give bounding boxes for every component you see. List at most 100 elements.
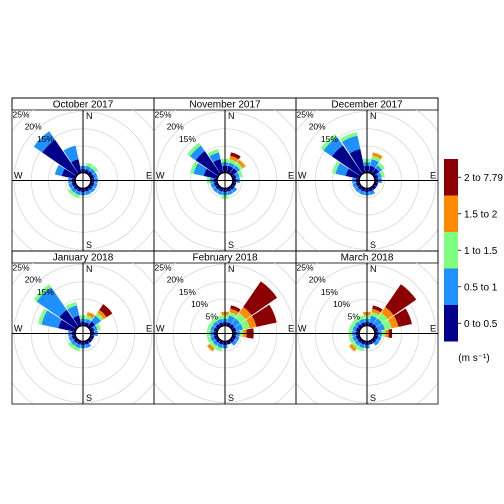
wedge-SW-1	[212, 186, 219, 193]
wedge-WNW-2	[332, 161, 341, 174]
wedge-NNW-0	[213, 159, 224, 174]
wedge-ENE-2	[95, 323, 101, 331]
wedge-NE-3	[97, 309, 107, 320]
wedge-NNE-2	[371, 155, 381, 163]
wedge-WSW-1	[210, 335, 216, 342]
wedge-SSW-2	[73, 346, 80, 352]
panel-title: January 2018	[53, 253, 114, 264]
label-west: W	[156, 324, 165, 334]
wedge-NE-1	[373, 318, 383, 328]
wedge-NNW-0	[73, 315, 82, 327]
label-north: N	[228, 264, 235, 274]
label-south: S	[228, 240, 234, 250]
wedge-NNE-3	[229, 308, 239, 316]
wedge-ENE-1	[234, 172, 240, 179]
radial-tick-label: 25%	[154, 110, 171, 120]
wedge-NNW-0	[349, 149, 366, 174]
wedge-ENE-1	[92, 172, 98, 179]
wedge-NW-2	[187, 142, 201, 157]
wedge-SSW-1	[74, 343, 81, 349]
calm-circle	[358, 171, 376, 190]
wedge-NNE-3	[371, 308, 381, 316]
radial-tick-label: 15%	[37, 287, 54, 297]
wedge-NW-1	[212, 321, 219, 328]
calm-circle	[358, 324, 376, 343]
wedge-NW-2	[351, 318, 359, 326]
wedge-NE-1	[233, 165, 241, 173]
wedge-SE-1	[231, 339, 238, 346]
wedge-SW-3	[207, 343, 215, 352]
wedge-NNE-0	[226, 165, 234, 174]
wedge-NNE-4	[372, 305, 383, 313]
label-north: N	[228, 111, 235, 121]
radial-tick-label: 25%	[154, 263, 171, 273]
wedge-SSW-2	[357, 346, 364, 352]
wedge-NE-0	[371, 168, 380, 176]
wedge-ESE-1	[376, 335, 382, 342]
radial-tick-label: 5%	[206, 311, 219, 321]
calm-circle	[216, 324, 234, 343]
wedge-SE-1	[231, 186, 238, 193]
wedge-NNE-1	[370, 159, 379, 168]
wedge-NW-2	[320, 134, 338, 151]
wedge-SSW-1	[216, 343, 223, 349]
wedge-WNW-2	[38, 308, 48, 325]
radial-tick-label: 15%	[37, 134, 54, 144]
label-east: E	[430, 171, 436, 181]
calm-circle	[74, 171, 92, 190]
wedge-NNE-1	[227, 315, 235, 324]
wedge-ENE-4	[251, 304, 277, 327]
radial-tick-label: 10%	[191, 299, 208, 309]
wedge-NW-0	[59, 309, 79, 329]
radial-tick-label: 20%	[167, 275, 184, 285]
wedge-SW-1	[212, 339, 219, 346]
wedge-WNW-1	[335, 162, 349, 176]
wedge-NE-3	[381, 307, 394, 320]
wedge-WNW-2	[349, 323, 355, 331]
wedge-NNE-2	[86, 162, 93, 168]
wedge-SW-1	[354, 339, 361, 346]
legend: 2 to 7.79 1.5 to 2 1 to 1.5 0.5 to 1 0 to 0.…	[444, 159, 503, 364]
label-south: S	[86, 393, 92, 403]
label-north: N	[86, 264, 93, 274]
radial-tick-label: 25%	[296, 263, 313, 273]
wedge-SE-1	[89, 186, 96, 193]
wedge-WSW-2	[207, 336, 213, 344]
panel-plot: 15%20%25%%	[12, 263, 154, 404]
wedge-NE-2	[235, 312, 246, 324]
wedge-NNW-2	[215, 315, 222, 321]
wedge-NE-0	[87, 321, 96, 329]
wedge-WNW-0	[345, 168, 361, 179]
wedge-SSW-2	[215, 346, 222, 352]
legend-swatch	[444, 268, 458, 305]
panel-border	[295, 250, 439, 405]
wedge-SW-2	[209, 341, 217, 349]
legend-label: 1.5 to 2	[464, 209, 498, 220]
label-north: N	[370, 264, 377, 274]
wedge-WSW-1	[68, 335, 74, 342]
wedge-NNE-4	[230, 305, 241, 313]
wedge-SSE-1	[369, 190, 376, 196]
label-west: W	[14, 171, 23, 181]
legend-swatch	[444, 232, 458, 269]
label-east: E	[288, 171, 294, 181]
wedge-ENE-2	[240, 319, 250, 330]
wedge-SW-2	[67, 188, 75, 196]
wedge-NW-0	[331, 145, 363, 176]
label-west: W	[156, 171, 165, 181]
panel-plot: 5%10%15%20%25%%	[154, 263, 296, 404]
radial-tick-label: 5%	[348, 311, 361, 321]
wedge-WNW-1	[54, 164, 65, 176]
wedge-WSW-1	[352, 335, 358, 342]
panel-plot: 5%10%15%20%25%%	[296, 263, 438, 404]
radial-tick-label: 15%	[179, 134, 196, 144]
panel-title: March 2018	[341, 253, 394, 264]
wedge-NNE-3	[86, 312, 95, 319]
wedge-ENE-1	[376, 323, 385, 332]
